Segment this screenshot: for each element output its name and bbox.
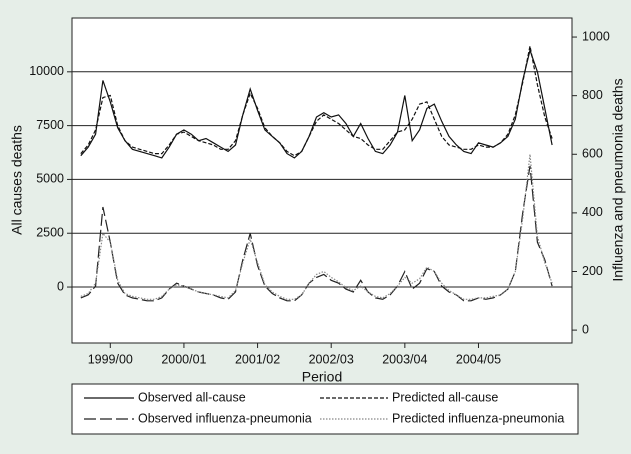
y2-tick-label: 200 (582, 264, 603, 278)
x-tick-label: 2003/04 (382, 352, 427, 366)
series-line (80, 154, 553, 300)
y2-tick-label: 1000 (582, 29, 610, 43)
y2-axis-label: Influenza and pneumonia deaths (610, 78, 626, 281)
y2-tick-label: 0 (582, 322, 589, 336)
x-tick-label: 1999/00 (88, 352, 133, 366)
y-tick-label: 7500 (36, 118, 64, 132)
series-line (80, 48, 553, 159)
y2-tick-label: 800 (582, 88, 603, 102)
x-tick-label: 2001/02 (235, 352, 280, 366)
legend (71, 383, 579, 435)
y2-tick-label: 400 (582, 205, 603, 219)
y-tick-label: 0 (57, 279, 64, 293)
legend-label: Observed influenza-pneumonia (138, 411, 312, 425)
y-tick-label: 5000 (36, 172, 64, 186)
x-axis-label: Period (302, 369, 342, 385)
y-tick-label: 10000 (29, 64, 64, 78)
plot-area (71, 17, 573, 344)
legend-label: Predicted influenza-pneumonia (392, 411, 564, 425)
legend-label: Observed all-cause (138, 390, 246, 404)
x-tick-label: 2004/05 (456, 352, 501, 366)
x-tick-label: 2002/03 (309, 352, 354, 366)
series-line (80, 165, 553, 302)
x-tick-label: 2000/01 (161, 352, 206, 366)
y2-tick-label: 600 (582, 147, 603, 161)
y-tick-label: 2500 (36, 226, 64, 240)
y-axis-label: All causes deaths (9, 125, 25, 235)
legend-label: Predicted all-cause (392, 390, 498, 404)
